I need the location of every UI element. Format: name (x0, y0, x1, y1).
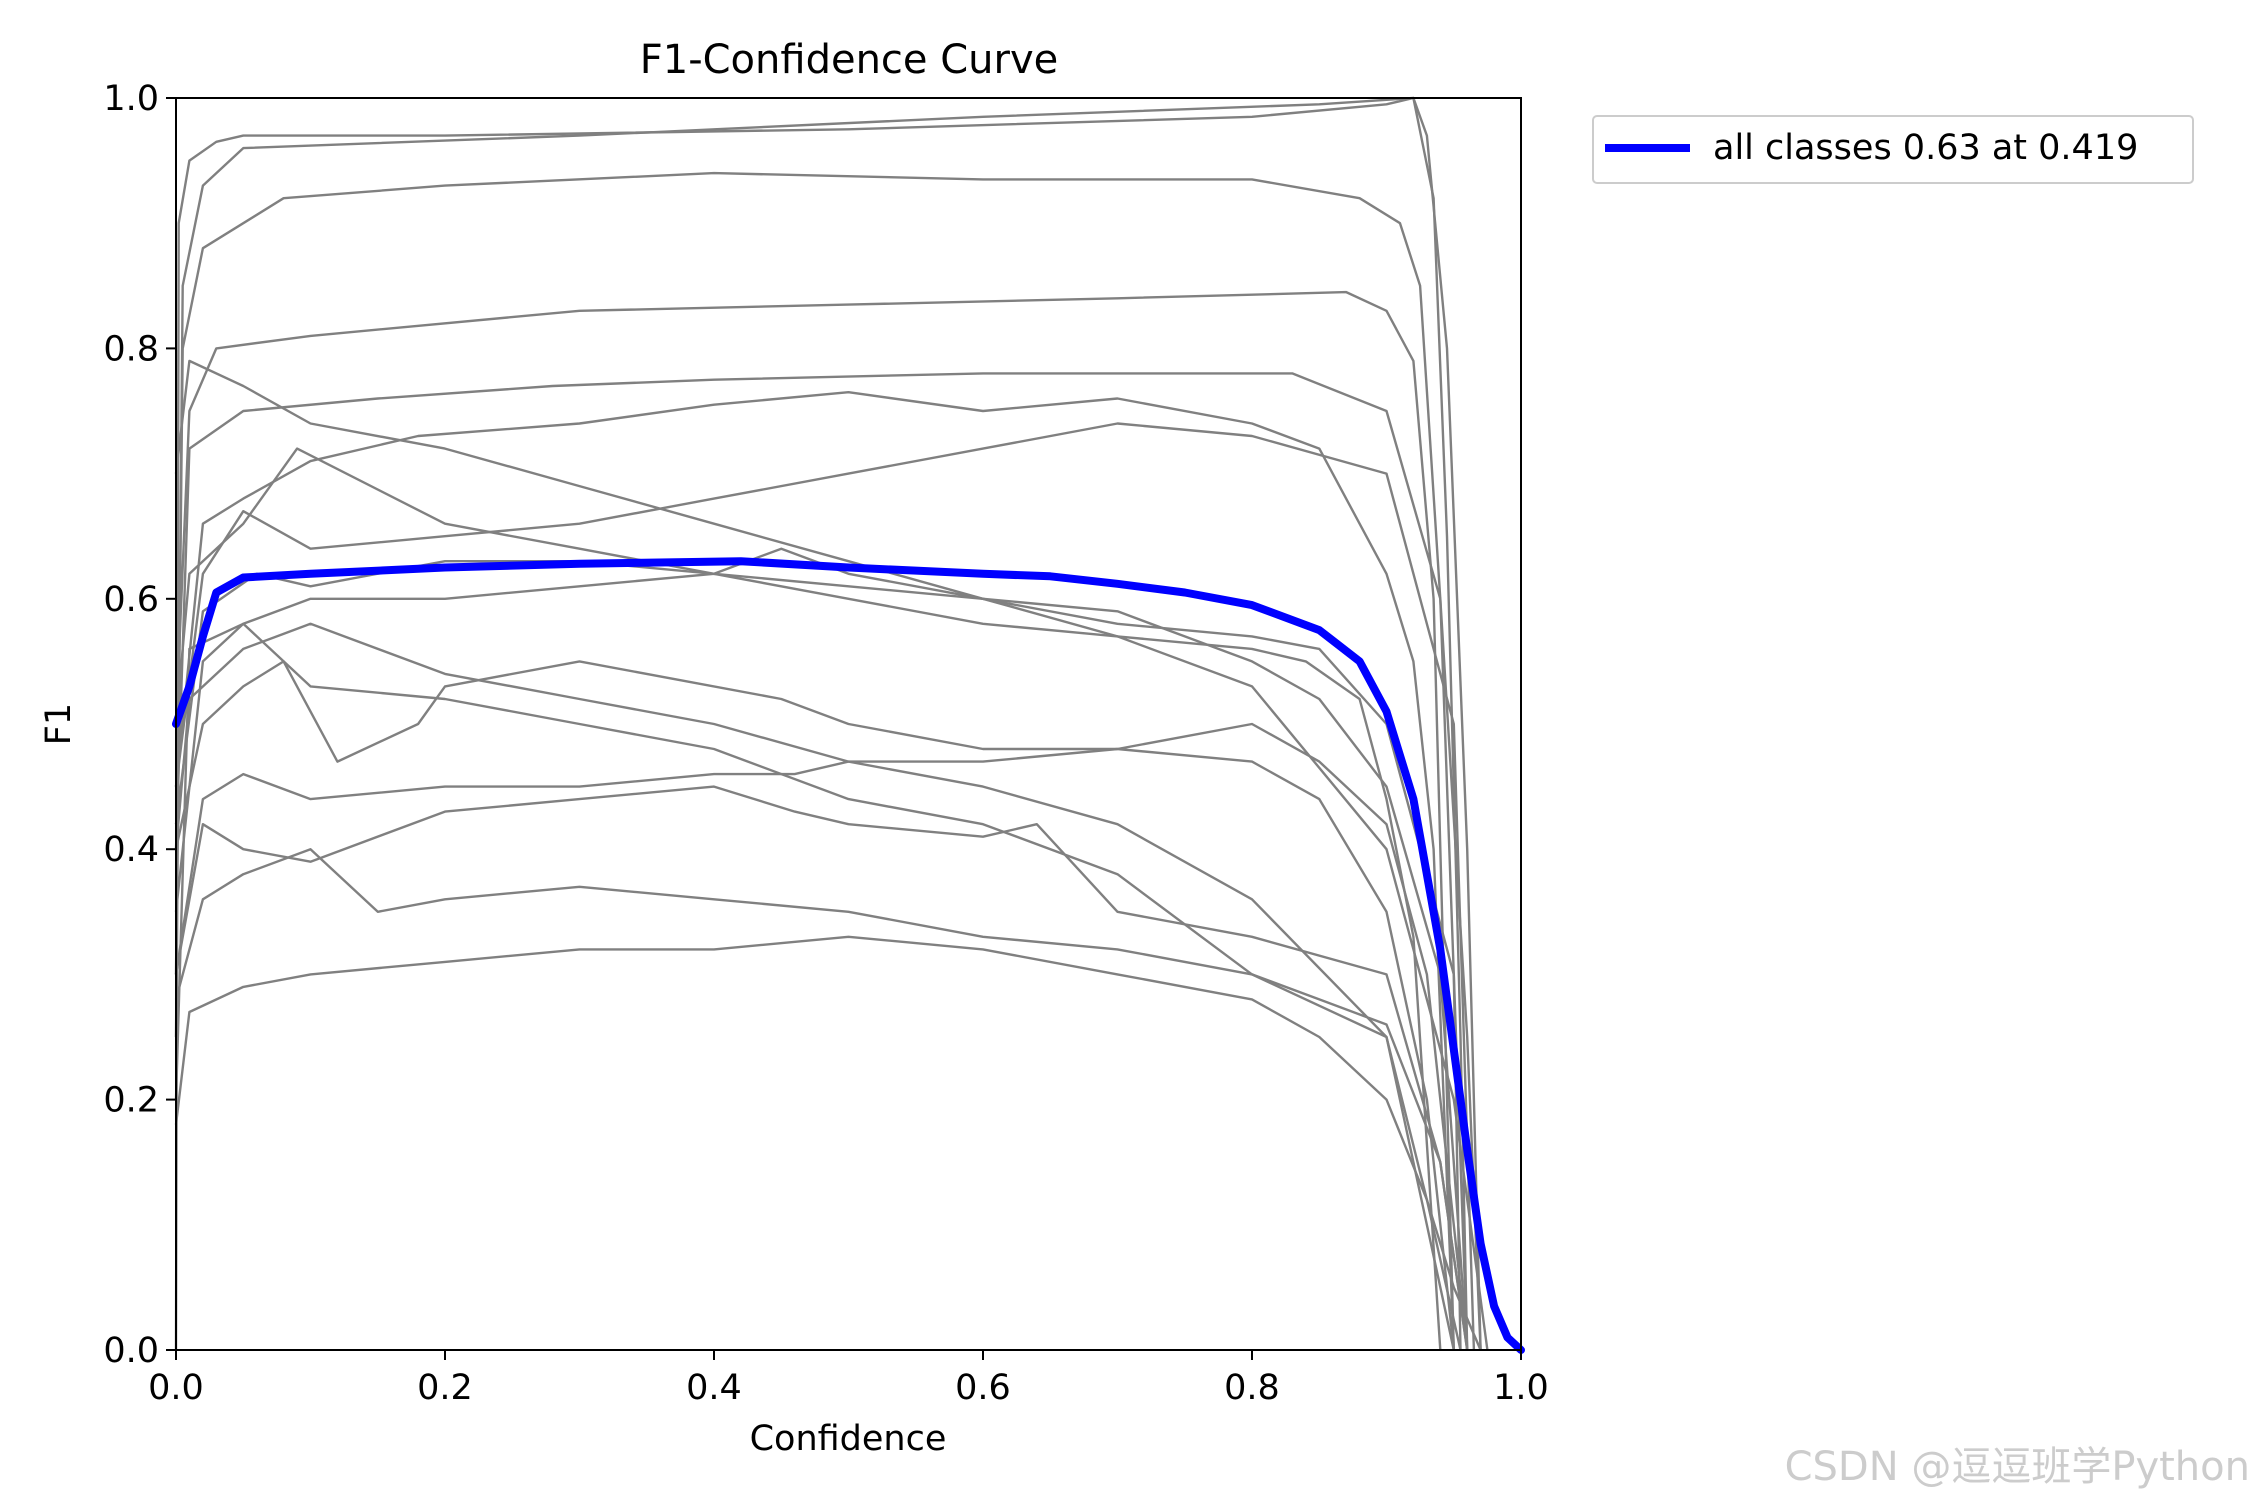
y-tick-label: 1.0 (103, 79, 159, 119)
y-tick-label: 0.4 (103, 830, 159, 870)
x-axis-ticks: 0.0 0.2 0.4 0.6 0.8 1.0 (148, 1350, 1549, 1408)
y-tick-label: 0.8 (103, 329, 159, 369)
class-curve-2 (174, 96, 1482, 1351)
x-axis-label: Confidence (750, 1419, 947, 1459)
class-curve-12 (174, 785, 1469, 1351)
class-curves (174, 96, 1489, 1351)
y-axis-ticks: 0.0 0.2 0.4 0.6 0.8 1.0 (103, 79, 176, 1371)
class-curve-3 (174, 171, 1462, 1351)
class-curve-16 (174, 359, 1489, 1351)
class-curve-7 (174, 447, 1442, 1351)
class-curve-17 (174, 422, 1476, 1351)
class-curve-11 (174, 722, 1469, 1351)
class-curve-1 (174, 96, 1469, 1351)
x-tick-label: 0.6 (955, 1368, 1011, 1408)
class-curve-5 (174, 372, 1482, 1351)
watermark: CSDN @逗逗班学Python (1784, 1444, 2250, 1490)
class-curve-10 (174, 660, 1455, 1351)
x-tick-label: 1.0 (1493, 1368, 1549, 1408)
class-curve-13 (174, 848, 1469, 1351)
y-tick-label: 0.6 (103, 580, 159, 620)
plot-frame (175, 97, 1522, 1351)
y-tick-label: 0.2 (103, 1081, 159, 1121)
y-axis-label: F1 (39, 703, 79, 745)
class-curve-15 (174, 622, 1482, 1351)
x-tick-label: 0.4 (686, 1368, 742, 1408)
class-curve-4 (174, 290, 1455, 1351)
class-curve-6 (174, 391, 1455, 1351)
legend: all classes 0.63 at 0.419 (1592, 115, 2194, 184)
y-tick-label: 0.0 (103, 1331, 159, 1371)
class-curve-18 (174, 622, 1455, 1351)
x-tick-label: 0.2 (417, 1368, 473, 1408)
all-classes-line (172, 557, 1525, 1354)
class-curve-8 (174, 547, 1469, 1351)
x-tick-label: 0.0 (148, 1368, 204, 1408)
chart-title: F1-Confidence Curve (640, 37, 1059, 83)
class-curve-9 (174, 572, 1469, 1351)
legend-label: all classes 0.63 at 0.419 (1713, 128, 2138, 168)
class-curve-14 (174, 935, 1462, 1351)
x-tick-label: 0.8 (1224, 1368, 1280, 1408)
all-classes-curve (172, 557, 1525, 1354)
legend-box (1592, 115, 2194, 184)
